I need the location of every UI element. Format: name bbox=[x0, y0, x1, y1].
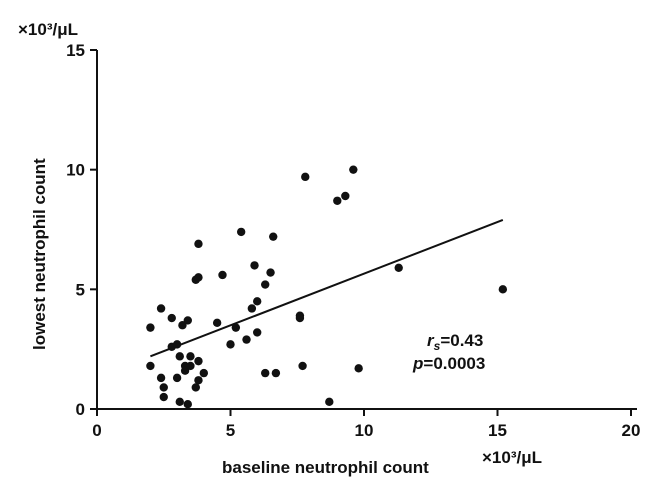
data-point bbox=[301, 172, 310, 182]
x-tick-label: 20 bbox=[622, 421, 641, 440]
p-value: =0.0003 bbox=[423, 354, 485, 373]
data-point bbox=[253, 328, 262, 337]
data-point bbox=[183, 400, 192, 409]
rs-subscript: s bbox=[434, 339, 441, 353]
data-point bbox=[295, 313, 305, 323]
x-tick-label: 10 bbox=[355, 421, 374, 440]
regression-line bbox=[150, 218, 504, 358]
y-tick-label: 10 bbox=[66, 161, 85, 180]
x-tick-label: 0 bbox=[92, 421, 101, 440]
data-point bbox=[199, 368, 208, 378]
data-point bbox=[236, 227, 246, 237]
data-point bbox=[325, 397, 334, 407]
data-point bbox=[212, 318, 222, 328]
data-point bbox=[253, 297, 262, 306]
data-point bbox=[194, 376, 203, 385]
x-tick-label: 5 bbox=[226, 421, 235, 440]
data-point bbox=[269, 232, 278, 241]
data-point bbox=[271, 368, 281, 378]
data-point bbox=[261, 280, 270, 289]
data-point bbox=[333, 196, 342, 205]
data-point bbox=[167, 313, 176, 323]
data-point bbox=[172, 373, 182, 383]
rs-value: =0.43 bbox=[440, 331, 483, 350]
y-tick-label: 0 bbox=[76, 400, 85, 419]
data-point bbox=[250, 261, 259, 270]
y-tick-label: 15 bbox=[66, 41, 85, 60]
rs-symbol: r bbox=[427, 331, 435, 350]
x-tick-label: 15 bbox=[488, 421, 507, 440]
y-axis-unit: ×10³/μL bbox=[18, 20, 78, 39]
x-axis-unit: ×10³/μL bbox=[482, 448, 542, 467]
data-point bbox=[172, 340, 182, 349]
y-axis-title: lowest neutrophil count bbox=[30, 158, 49, 350]
data-point bbox=[191, 383, 200, 392]
data-point bbox=[349, 165, 358, 174]
data-point bbox=[354, 364, 363, 373]
data-point bbox=[247, 304, 257, 313]
data-point bbox=[394, 263, 403, 272]
data-point bbox=[194, 356, 203, 366]
data-point bbox=[341, 191, 350, 201]
rs-annotation: rs=0.43 bbox=[427, 331, 483, 353]
data-point bbox=[186, 361, 195, 371]
data-point bbox=[218, 270, 227, 280]
data-point bbox=[175, 397, 184, 407]
data-point bbox=[266, 268, 275, 277]
data-point bbox=[175, 352, 184, 361]
data-point bbox=[146, 323, 155, 332]
p-symbol: p bbox=[412, 354, 423, 373]
data-points bbox=[146, 165, 508, 409]
data-point bbox=[180, 366, 190, 375]
data-point bbox=[194, 239, 203, 249]
data-point bbox=[159, 392, 168, 402]
data-point bbox=[242, 335, 251, 344]
data-point bbox=[186, 352, 195, 361]
y-tick-label: 5 bbox=[76, 280, 85, 299]
data-point bbox=[298, 361, 307, 371]
y-ticks: 0 5 10 15 bbox=[66, 41, 97, 419]
data-point bbox=[183, 316, 192, 325]
data-point bbox=[231, 323, 241, 332]
data-point bbox=[159, 383, 168, 392]
data-point bbox=[194, 273, 203, 282]
data-point bbox=[178, 321, 187, 330]
data-point bbox=[261, 368, 270, 378]
data-point bbox=[226, 340, 235, 349]
data-point bbox=[498, 285, 508, 294]
data-point bbox=[156, 373, 166, 383]
x-axis-title: baseline neutrophil count bbox=[222, 458, 429, 477]
x-ticks: 0 5 10 15 20 bbox=[92, 409, 640, 440]
data-point bbox=[156, 304, 166, 313]
p-annotation: p=0.0003 bbox=[412, 354, 485, 373]
data-point bbox=[146, 361, 155, 371]
